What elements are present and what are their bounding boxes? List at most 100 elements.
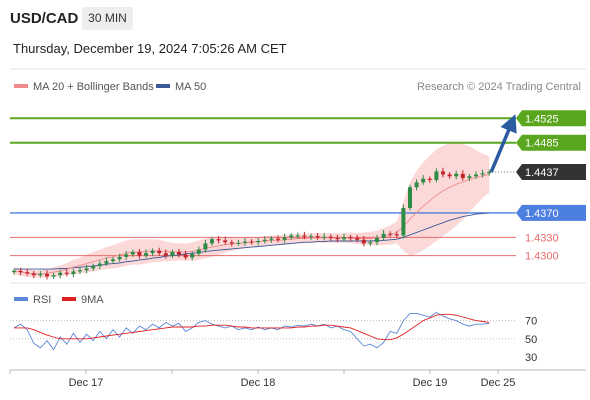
candle [137, 251, 142, 256]
candle [45, 273, 49, 277]
candle [150, 250, 155, 254]
rsi-legend-label: RSI [33, 294, 51, 306]
candle [302, 235, 307, 237]
candle [249, 241, 254, 243]
candle [177, 251, 181, 255]
candle [183, 254, 188, 258]
ma9-legend-swatch [62, 297, 76, 301]
ma20-legend-swatch [14, 84, 28, 88]
candle [309, 236, 313, 238]
level-label-1.4485: 1.4485 [525, 138, 559, 150]
candle [117, 256, 122, 260]
candle [58, 272, 63, 276]
bollinger-band [14, 142, 490, 278]
candle [84, 268, 89, 271]
candle [348, 237, 353, 239]
rsi-tick-label: 30 [525, 352, 537, 364]
candle [144, 253, 148, 256]
candle [243, 241, 247, 243]
legend: MA 20 + Bollinger Bands MA 50 Research © 2… [14, 81, 581, 306]
candle [414, 182, 419, 188]
candle [474, 174, 478, 177]
candle [328, 236, 333, 238]
rsi-panel: 70 50 30 [10, 311, 537, 364]
candle [434, 171, 439, 180]
candle [210, 239, 214, 244]
level-label-1.4525: 1.4525 [525, 113, 559, 125]
candle [322, 236, 327, 238]
candle [282, 237, 287, 240]
rsi-tick-label: 50 [525, 334, 537, 346]
candle [408, 187, 412, 209]
candle [216, 239, 221, 241]
rsi-line [13, 311, 490, 351]
candle [480, 173, 485, 175]
candle [236, 242, 241, 244]
x-tick-label: Dec 19 [413, 377, 448, 389]
candle [295, 235, 300, 237]
candle [51, 275, 56, 277]
candle [361, 239, 366, 244]
candle [130, 251, 135, 255]
candle [467, 176, 472, 179]
candle [335, 237, 340, 240]
candle [421, 178, 426, 183]
level-tag-1.4485 [516, 134, 586, 151]
candle [447, 174, 452, 177]
timeframe-button[interactable]: 30 MIN [82, 7, 133, 30]
candle [460, 173, 465, 179]
header-bar: USD/CAD 30 MIN [0, 0, 590, 36]
credit-label: Research © 2024 Trading Central [417, 81, 581, 93]
candle [269, 238, 274, 240]
ma9-legend-label: 9MA [81, 294, 104, 306]
ma20-legend-label: MA 20 + Bollinger Bands [33, 81, 154, 93]
candle [276, 238, 280, 240]
ma50-legend-swatch [156, 84, 170, 88]
candle [31, 273, 36, 276]
candle [170, 251, 175, 256]
candle [262, 239, 267, 241]
rsi-legend-swatch [14, 297, 28, 301]
candle [375, 237, 379, 243]
candle [12, 270, 16, 273]
projection-arrow [489, 114, 517, 173]
candle [25, 272, 30, 274]
candle [124, 254, 129, 257]
candle [289, 235, 294, 238]
candle [355, 237, 360, 240]
candle [427, 178, 432, 180]
candle [388, 233, 393, 235]
level-tag-1.4525 [516, 110, 586, 127]
x-tick-label: Dec 25 [481, 377, 516, 389]
candle [111, 259, 115, 262]
rsi-ma-line [14, 313, 490, 341]
candle [342, 237, 346, 240]
candle [196, 249, 201, 254]
level-tag-1.4370 [516, 204, 586, 221]
candle [163, 253, 168, 256]
candle [256, 240, 261, 243]
candle [78, 270, 82, 272]
x-tick-label: Dec 18 [241, 377, 276, 389]
current-price-tag [516, 164, 586, 181]
candle [104, 261, 109, 264]
candle [203, 243, 208, 250]
candle [38, 273, 43, 276]
candle [190, 253, 195, 258]
candle [454, 173, 459, 177]
ma50-legend-label: MA 50 [175, 81, 206, 93]
timestamp: Thursday, December 19, 2024 7:05:26 AM C… [13, 41, 287, 56]
candle [97, 263, 102, 267]
rsi-tick-label: 70 [525, 316, 537, 328]
candle [223, 240, 228, 243]
level-label-1.4300: 1.4300 [525, 251, 559, 263]
candle [401, 208, 406, 236]
candle [487, 172, 492, 174]
candle [441, 171, 445, 175]
candle [368, 242, 373, 244]
level-label-1.4370: 1.4370 [525, 208, 559, 220]
level-label-1.4330: 1.4330 [525, 232, 559, 244]
current-price-label: 1.4437 [525, 167, 559, 179]
